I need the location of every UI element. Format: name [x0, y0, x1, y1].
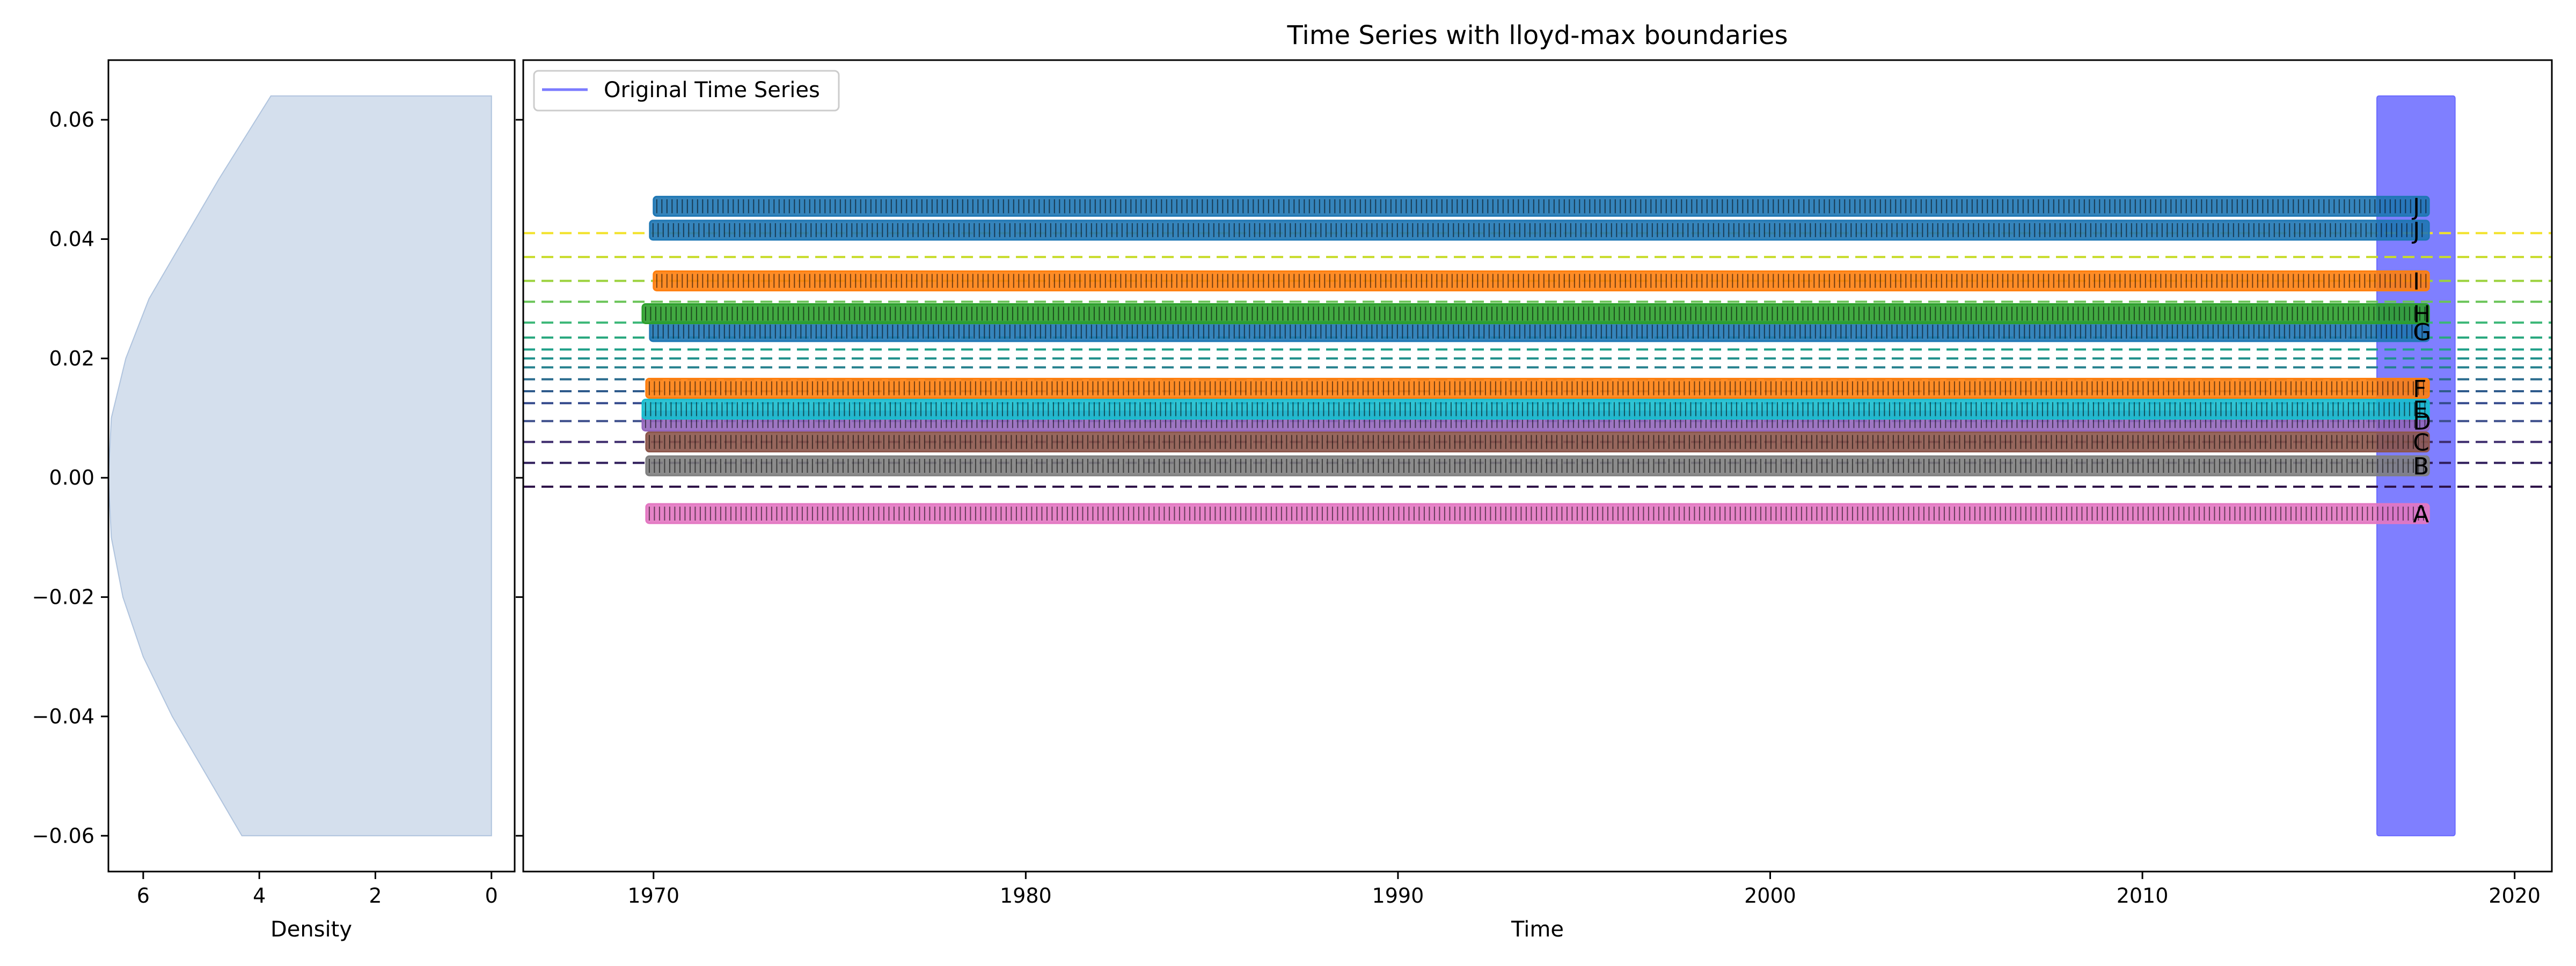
symbol-label: G: [2413, 319, 2431, 346]
time-series-plot-area: [523, 95, 2552, 837]
band-hatching: [656, 199, 2427, 214]
symbol-label: D: [2413, 408, 2431, 436]
time-x-axis-ticks: 1970 1980 1990 2000 2010 2020: [627, 872, 2541, 908]
band-hatching: [648, 435, 2424, 449]
density-x-tick-label: 2: [369, 884, 382, 908]
band-fill: [645, 377, 2430, 399]
y-tick-label: 0.06: [49, 108, 94, 131]
band-hatching: [648, 459, 2424, 473]
time-x-tick-label: 2020: [2489, 884, 2541, 908]
time-x-tick-label: 1980: [1000, 884, 1052, 908]
band-hatching: [652, 223, 2423, 237]
density-x-tick-label: 6: [137, 884, 150, 908]
density-x-axis-ticks: 6 4 2 0: [137, 872, 498, 908]
symbol-band: [645, 455, 2430, 477]
y-axis-ticks: 0.06 0.04 0.02 0.00 −0.02 −0.04 −0.06: [32, 108, 108, 847]
symbol-label: C: [2413, 429, 2429, 457]
band-hatching: [645, 414, 2426, 428]
symbol-band: [641, 303, 2430, 324]
symbol-label: J: [2411, 193, 2420, 221]
band-hatching: [656, 274, 2427, 288]
band-fill: [653, 195, 2430, 217]
time-x-tick-label: 1990: [1372, 884, 1424, 908]
band-hatching: [645, 402, 2426, 416]
y-tick-label: 0.02: [49, 347, 94, 370]
time-x-tick-label: 1970: [627, 884, 679, 908]
symbol-band: [645, 431, 2430, 453]
symbol-label: H: [2413, 301, 2431, 328]
y-tick-label: −0.04: [32, 705, 94, 728]
legend-box: [533, 70, 840, 112]
band-hatching: [645, 306, 2426, 321]
symbol-band: [645, 377, 2430, 399]
legend-label: Original Time Series: [604, 78, 820, 103]
symbol-label: B: [2413, 453, 2429, 480]
y-tick-label: −0.02: [32, 586, 94, 609]
band-fill: [645, 455, 2430, 477]
legend: Original Time Series: [533, 70, 840, 112]
time-x-tick-label: 2000: [1744, 884, 1796, 908]
density-panel: 0.06 0.04 0.02 0.00 −0.02 −0.04 −0.06 6 4 2 0 Den…: [32, 59, 516, 942]
time-y-axis-ticks: [516, 119, 523, 837]
symbol-bands: [641, 195, 2430, 524]
band-fill: [645, 431, 2430, 453]
band-hatching: [648, 381, 2424, 396]
symbol-label: E: [2413, 396, 2428, 423]
y-tick-label: −0.06: [32, 824, 94, 847]
time-x-tick-label: 2010: [2117, 884, 2169, 908]
density-plot-frame: [107, 59, 516, 873]
symbol-band: [653, 270, 2430, 291]
symbol-band: [653, 195, 2430, 217]
symbol-label: I: [2413, 268, 2420, 295]
band-hatching: [652, 324, 2423, 339]
time-series-plot-frame: [522, 59, 2553, 873]
symbol-band: [645, 503, 2430, 524]
density-area: [108, 95, 492, 837]
symbol-band: [649, 219, 2430, 241]
time-axis-label: Time: [1511, 917, 1564, 942]
symbol-band: [641, 398, 2430, 420]
band-hatching: [648, 506, 2424, 521]
symbol-label: A: [2413, 501, 2429, 528]
y-tick-label: 0.00: [49, 466, 94, 489]
symbol-label: J: [2411, 217, 2420, 245]
density-fill-group: [108, 95, 492, 837]
density-x-tick-label: 0: [485, 884, 498, 908]
chart-title: Time Series with lloyd-max boundaries: [1287, 20, 1788, 50]
symbol-band: [649, 321, 2430, 342]
density-axis-label: Density: [270, 917, 352, 942]
density-x-tick-label: 4: [253, 884, 266, 908]
y-tick-label: 0.04: [49, 228, 94, 251]
band-fill: [645, 503, 2430, 524]
symbol-label: F: [2413, 375, 2426, 402]
band-fill: [653, 270, 2430, 291]
